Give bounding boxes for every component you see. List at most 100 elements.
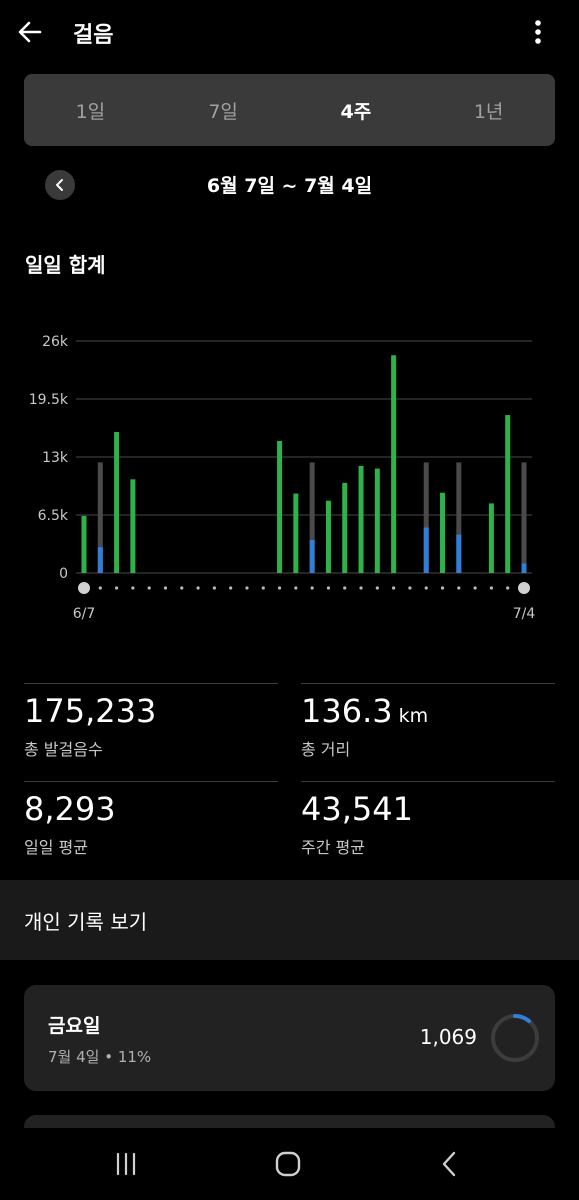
tab-4-weeks[interactable]: 4주 — [340, 100, 372, 123]
bar-goal — [456, 462, 462, 573]
x-day-dot — [245, 586, 249, 590]
x-day-dot — [326, 586, 331, 590]
section-title: 일일 합계 — [25, 253, 106, 277]
bar-goal-met — [440, 492, 446, 573]
record-steps: 1,069 — [419, 1025, 477, 1049]
total-distance-label: 총 거리 — [301, 740, 351, 759]
bar-steps — [423, 527, 429, 573]
x-day-dot — [196, 586, 200, 590]
bar-goal-met — [391, 355, 397, 573]
x-endpoint-marker — [518, 582, 530, 594]
y-tick-label: 19.5k — [29, 392, 69, 408]
x-day-dot — [261, 586, 265, 590]
bar-goal-met — [505, 415, 511, 573]
period-selector: 1일 7일 4주 1년 — [24, 74, 555, 146]
bar-goal — [309, 462, 315, 573]
y-tick-label: 13k — [42, 450, 69, 466]
divider — [24, 781, 278, 782]
more-vertical-icon — [535, 20, 541, 44]
x-day-dot — [375, 586, 379, 590]
bar-steps — [97, 547, 103, 573]
x-day-dot — [440, 586, 445, 590]
bar-goal-met — [81, 515, 87, 573]
daily-average-label: 일일 평균 — [24, 838, 88, 857]
total-steps-label: 총 발걸음수 — [24, 740, 103, 759]
y-tick-label: 0 — [59, 566, 68, 582]
x-day-dot — [343, 586, 347, 590]
x-day-dot — [147, 586, 151, 590]
tab-7-days[interactable]: 7일 — [208, 100, 238, 123]
record-card[interactable]: 금요일 7월 4일 • 11% 1,069 — [24, 985, 555, 1091]
x-day-dot — [473, 586, 477, 590]
back-button[interactable] — [12, 14, 48, 50]
bar-steps — [309, 539, 315, 573]
bar-goal-met — [342, 482, 348, 573]
record-date: 7월 4일 • 11% — [48, 1048, 152, 1066]
nav-back-button[interactable] — [428, 1144, 472, 1184]
chevron-left-icon — [442, 1151, 456, 1177]
x-day-dot — [424, 586, 428, 590]
bar-goal-met — [374, 468, 380, 573]
divider — [301, 781, 555, 782]
x-day-dot — [114, 586, 119, 590]
bar-goal-met — [130, 479, 136, 573]
x-day-dot — [310, 586, 314, 590]
x-day-dot — [359, 586, 363, 590]
page-title: 걸음 — [73, 23, 114, 48]
daily-average-value: 8,293 — [24, 790, 116, 828]
y-tick-label: 26k — [42, 334, 69, 350]
x-day-dot — [163, 586, 168, 590]
distance-number: 136.3 — [301, 692, 393, 730]
x-day-dot — [408, 586, 412, 590]
bar-steps — [456, 534, 462, 573]
total-distance-value: 136.3 km — [301, 692, 428, 730]
bar-goal — [97, 462, 103, 573]
app-bar: 걸음 — [0, 0, 579, 64]
home-icon — [275, 1151, 301, 1177]
recents-icon — [116, 1152, 136, 1176]
divider — [24, 683, 278, 684]
bar-goal-met — [358, 465, 364, 573]
bar-goal-met — [325, 500, 331, 573]
x-end-label: 7/4 — [513, 606, 536, 622]
x-day-dot — [457, 586, 461, 590]
bar-goal — [423, 462, 429, 573]
progress-ring-track — [491, 1014, 539, 1062]
system-nav-bar — [0, 1128, 579, 1200]
bar-goal-met — [488, 503, 494, 573]
divider — [301, 683, 555, 684]
x-day-dot — [294, 586, 298, 590]
bar-steps — [521, 563, 527, 573]
daily-steps-chart: 26k 19.5k 13k 6.5k 0 6/7 7/4 — [29, 334, 536, 622]
record-day: 금요일 — [48, 1015, 101, 1037]
tab-1-day[interactable]: 1일 — [75, 100, 106, 123]
arrow-left-icon — [18, 21, 42, 43]
distance-unit: km — [398, 705, 429, 727]
bar-goal-met — [293, 493, 299, 573]
x-day-dot — [277, 586, 282, 590]
x-day-dot — [212, 586, 216, 590]
chevron-left-icon — [56, 179, 63, 191]
x-endpoint-marker — [78, 582, 90, 594]
bar-goal-met — [277, 440, 283, 573]
weekly-average-value: 43,541 — [301, 790, 413, 828]
date-range-label: 6월 7일 ~ 7월 4일 — [206, 175, 373, 197]
x-day-dot — [98, 586, 102, 590]
weekly-average-label: 주간 평균 — [301, 838, 365, 857]
personal-records-header[interactable]: 개인 기록 보기 — [0, 880, 579, 960]
x-day-dot — [180, 586, 184, 590]
x-day-dot — [506, 586, 510, 590]
progress-ring — [491, 1014, 539, 1062]
previous-range-button[interactable] — [45, 170, 75, 200]
bar-goal — [521, 462, 527, 573]
x-day-dot — [489, 586, 494, 590]
recents-button[interactable] — [104, 1144, 148, 1184]
more-options-button[interactable] — [520, 14, 556, 50]
y-tick-label: 6.5k — [38, 508, 69, 524]
home-button[interactable] — [266, 1144, 310, 1184]
personal-records-title: 개인 기록 보기 — [24, 910, 148, 934]
x-day-dot — [229, 586, 233, 590]
progress-ring-fill — [491, 1014, 539, 1062]
tab-1-year[interactable]: 1년 — [473, 100, 504, 123]
total-steps-value: 175,233 — [24, 692, 157, 730]
